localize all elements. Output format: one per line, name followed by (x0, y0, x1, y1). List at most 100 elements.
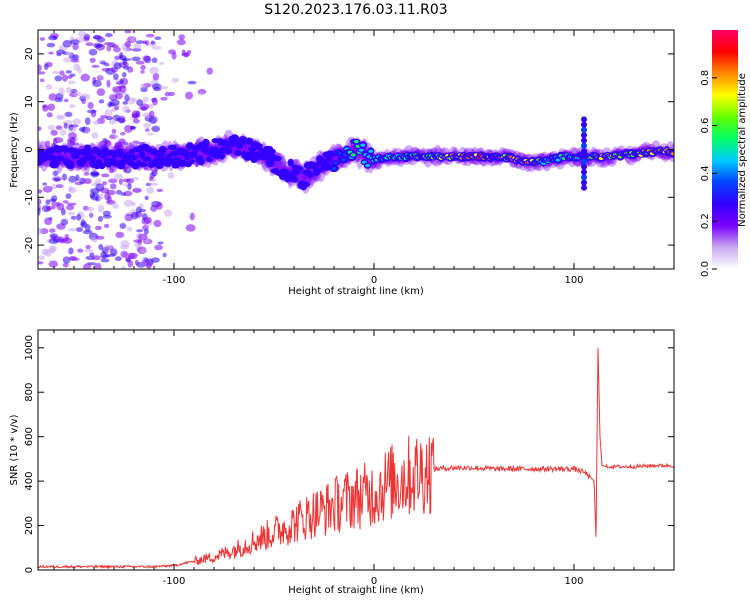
noise-blob (131, 56, 141, 62)
noise-blob (168, 91, 175, 97)
noise-blob (154, 36, 162, 41)
noise-blob (151, 169, 158, 177)
noise-blob (38, 255, 45, 261)
noise-blob (133, 239, 143, 243)
noise-blob (140, 106, 148, 111)
ridge-mark (138, 150, 146, 159)
noise-blob (52, 170, 59, 177)
noise-blob (44, 61, 53, 68)
noise-blob (144, 195, 149, 201)
noise-blob (130, 211, 139, 220)
colorbar-tick-label: 0.0 (700, 261, 711, 277)
ridge-mark (139, 161, 148, 168)
colorbar-ticks: 0.0 0.2 0.4 0.6 0.8 (700, 70, 717, 277)
streak-mark (581, 179, 587, 186)
noise-blob (152, 97, 158, 106)
noise-blob (76, 213, 82, 221)
noise-blob (65, 51, 73, 57)
noise-blob (73, 91, 82, 97)
noise-blob (160, 96, 168, 101)
noise-blob (122, 105, 130, 113)
noise-blob (150, 40, 155, 45)
noise-blob (113, 134, 119, 139)
streak-mark (581, 137, 587, 144)
noise-blob (39, 78, 45, 83)
noise-blob (62, 200, 69, 204)
noise-blob (86, 206, 95, 212)
noise-blob (83, 36, 90, 42)
ridge-mark (218, 152, 226, 160)
noise-blob (149, 66, 159, 75)
noise-blob (101, 173, 110, 178)
noise-blob (38, 227, 43, 235)
noise-blob (65, 70, 72, 74)
ridge-mark (313, 167, 323, 173)
noise-blob (156, 188, 164, 193)
noise-blob (114, 106, 119, 111)
noise-blob (118, 178, 123, 185)
noise-blob (57, 236, 65, 243)
ridge-mark (171, 162, 180, 169)
noise-blob (62, 57, 72, 63)
noise-blob (102, 254, 110, 258)
streak-mark (581, 126, 587, 133)
noise-blob (67, 227, 77, 232)
ridge-mark (62, 145, 69, 154)
noise-blob (157, 241, 164, 245)
noise-blob (116, 81, 123, 85)
ridge-mark (287, 158, 295, 167)
ridge-peak (331, 167, 337, 171)
noise-blob (106, 189, 116, 196)
noise-blob (38, 71, 46, 75)
colorbar-tick-label: 0.6 (700, 118, 711, 134)
noise-blob (96, 88, 106, 97)
noise-blob (171, 52, 177, 60)
x-tick-label: 100 (564, 275, 583, 286)
noise-blob (80, 93, 91, 100)
ridge-peak (341, 158, 347, 162)
ridge-mark (154, 156, 162, 165)
y-tick-label: -20 (24, 237, 35, 253)
noise-blob (60, 128, 67, 136)
snr-x-ticks: -100 0 100 (53, 330, 675, 587)
noise-blob (113, 46, 121, 53)
noise-blob (68, 104, 76, 109)
noise-blob (90, 170, 99, 178)
snr-frame (37, 329, 675, 571)
ridge-mark (141, 156, 152, 162)
noise-blob (178, 34, 186, 41)
ridge-mark (188, 158, 196, 165)
noise-blob (60, 218, 69, 226)
noise-blob (103, 223, 110, 229)
ridge-mark (47, 147, 55, 154)
x-tick-label: 0 (371, 576, 377, 587)
noise-blob (47, 103, 55, 111)
ridge-mark (56, 155, 65, 162)
noise-blob (91, 255, 101, 261)
streak-mark (581, 147, 587, 154)
y-tick-label: 600 (24, 427, 35, 446)
noise-blob (148, 110, 155, 118)
noise-blob (108, 178, 118, 184)
noise-blob (50, 234, 57, 241)
noise-blob (87, 102, 94, 110)
ridge-mark (202, 138, 210, 147)
noise-blob (108, 168, 114, 174)
noise-blob (131, 98, 137, 102)
noise-blob (133, 43, 142, 50)
noise-blob (112, 203, 119, 210)
ridge-mark (189, 150, 198, 159)
noise-blob (148, 116, 158, 124)
noise-blob (46, 42, 56, 48)
noise-blob (63, 98, 69, 103)
colorbar-tick-label: 0.8 (700, 70, 711, 86)
noise-blob (121, 72, 127, 78)
noise-blob (85, 244, 91, 250)
noise-blob (77, 30, 87, 37)
noise-blob (155, 201, 163, 210)
ridge-peak (368, 149, 374, 153)
noise-blob (64, 233, 70, 242)
ridge-mark (158, 145, 167, 154)
noise-blob (48, 51, 54, 55)
